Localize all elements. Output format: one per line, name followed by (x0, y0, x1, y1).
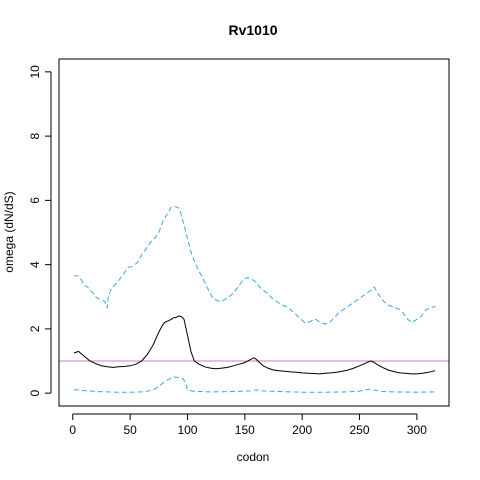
y-axis-label: omega (dN/dS) (2, 191, 16, 272)
x-tick-label: 50 (123, 423, 137, 437)
y-tick-label: 10 (28, 65, 42, 79)
plot-area (59, 206, 449, 393)
x-tick-label: 100 (177, 423, 197, 437)
y-tick-label: 8 (28, 132, 42, 139)
x-axis: 0 50 100 150 200 250 300 (69, 413, 427, 437)
series-line-upper (73, 206, 436, 325)
x-tick-label: 150 (235, 423, 255, 437)
x-tick-label: 300 (407, 423, 427, 437)
x-tick-label: 0 (69, 423, 76, 437)
y-tick-label: 6 (28, 197, 42, 204)
y-axis: 0 2 4 6 8 10 (28, 65, 52, 396)
x-tick-label: 250 (350, 423, 370, 437)
plot-frame (58, 58, 450, 407)
x-axis-label: codon (237, 450, 270, 464)
chart-title: Rv1010 (228, 22, 277, 38)
y-tick-label: 2 (28, 325, 42, 332)
y-tick-label: 4 (28, 261, 42, 268)
series-line-lower (73, 376, 436, 393)
x-tick-label: 200 (292, 423, 312, 437)
series-line-estimate (73, 315, 436, 375)
y-tick-label: 0 (28, 389, 42, 396)
